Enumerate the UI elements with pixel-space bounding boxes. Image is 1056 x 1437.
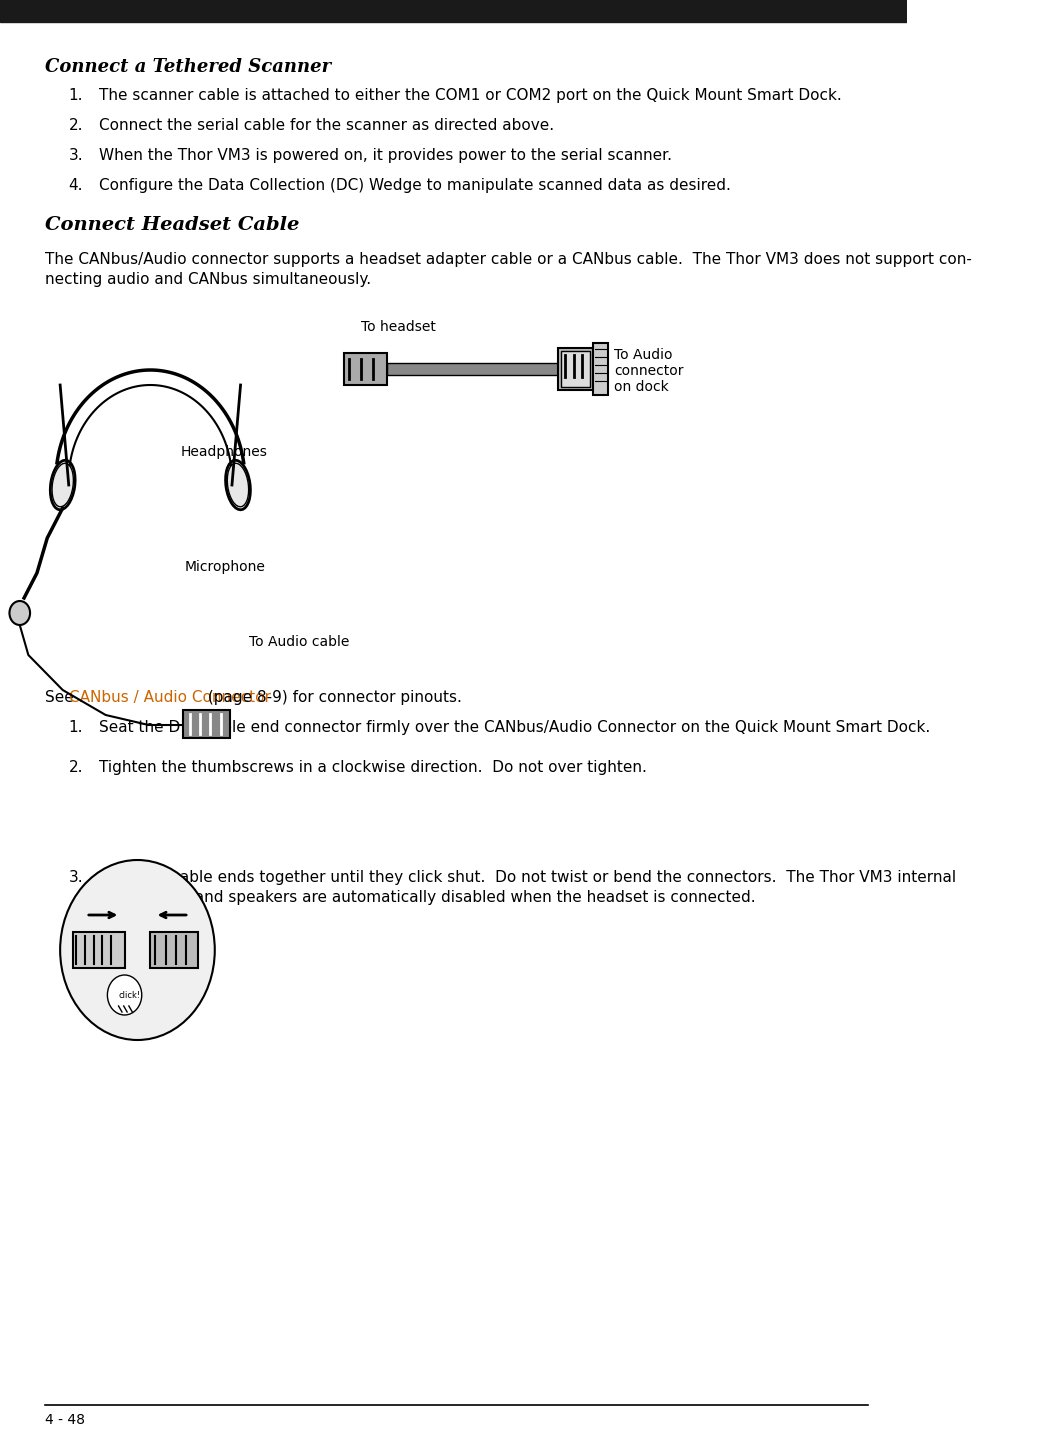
Ellipse shape — [227, 463, 248, 507]
Text: The scanner cable is attached to either the COM1 or COM2 port on the Quick Mount: The scanner cable is attached to either … — [99, 88, 842, 103]
Text: Slide the cable ends together until they click shut.  Do not twist or bend the c: Slide the cable ends together until they… — [99, 869, 956, 885]
Text: When the Thor VM3 is powered on, it provides power to the serial scanner.: When the Thor VM3 is powered on, it prov… — [99, 148, 672, 162]
Text: 1.: 1. — [69, 88, 83, 103]
Text: Connect Headset Cable: Connect Headset Cable — [44, 216, 299, 234]
Text: 3.: 3. — [69, 869, 83, 885]
Bar — [559, 348, 592, 389]
Text: To Audio cable: To Audio cable — [249, 635, 350, 650]
Bar — [150, 933, 197, 969]
Bar — [73, 933, 125, 969]
Text: See: See — [44, 690, 78, 706]
Text: (page 8-9) for connector pinouts.: (page 8-9) for connector pinouts. — [203, 690, 461, 706]
Ellipse shape — [52, 463, 73, 507]
Text: Seat the D15 cable end connector firmly over the CANbus/Audio Connector on the Q: Seat the D15 cable end connector firmly … — [99, 720, 930, 734]
Text: 1.: 1. — [69, 720, 83, 734]
Circle shape — [108, 974, 142, 1015]
Circle shape — [10, 601, 30, 625]
Text: 2.: 2. — [69, 118, 83, 134]
Text: Microphone: Microphone — [185, 560, 266, 573]
Text: Configure the Data Collection (DC) Wedge to manipulate scanned data as desired.: Configure the Data Collection (DC) Wedge… — [99, 178, 731, 193]
Text: CANbus / Audio Connector: CANbus / Audio Connector — [69, 690, 270, 706]
Text: necting audio and CANbus simultaneously.: necting audio and CANbus simultaneously. — [44, 272, 371, 287]
Text: 3.: 3. — [69, 148, 83, 162]
Bar — [592, 343, 608, 395]
Bar — [386, 364, 559, 375]
Text: microphone and speakers are automatically disabled when the headset is connected: microphone and speakers are automaticall… — [99, 890, 755, 905]
Text: 4.: 4. — [69, 178, 83, 193]
Text: To headset: To headset — [361, 320, 436, 333]
Text: Headphones: Headphones — [181, 445, 267, 458]
Bar — [343, 354, 386, 385]
Text: To Audio
connector
on dock: To Audio connector on dock — [615, 348, 684, 394]
Text: click!: click! — [118, 992, 140, 1000]
Text: The CANbus/Audio connector supports a headset adapter cable or a CANbus cable.  : The CANbus/Audio connector supports a he… — [44, 251, 972, 267]
Text: 4 - 48: 4 - 48 — [44, 1413, 84, 1427]
Text: 2.: 2. — [69, 760, 83, 775]
Bar — [561, 351, 590, 387]
Text: Connect the serial cable for the scanner as directed above.: Connect the serial cable for the scanner… — [99, 118, 554, 134]
Circle shape — [60, 859, 214, 1040]
Text: Tighten the thumbscrews in a clockwise direction.  Do not over tighten.: Tighten the thumbscrews in a clockwise d… — [99, 760, 646, 775]
Text: Connect a Tethered Scanner: Connect a Tethered Scanner — [44, 57, 331, 76]
Bar — [183, 710, 230, 739]
Bar — [0, 0, 907, 22]
